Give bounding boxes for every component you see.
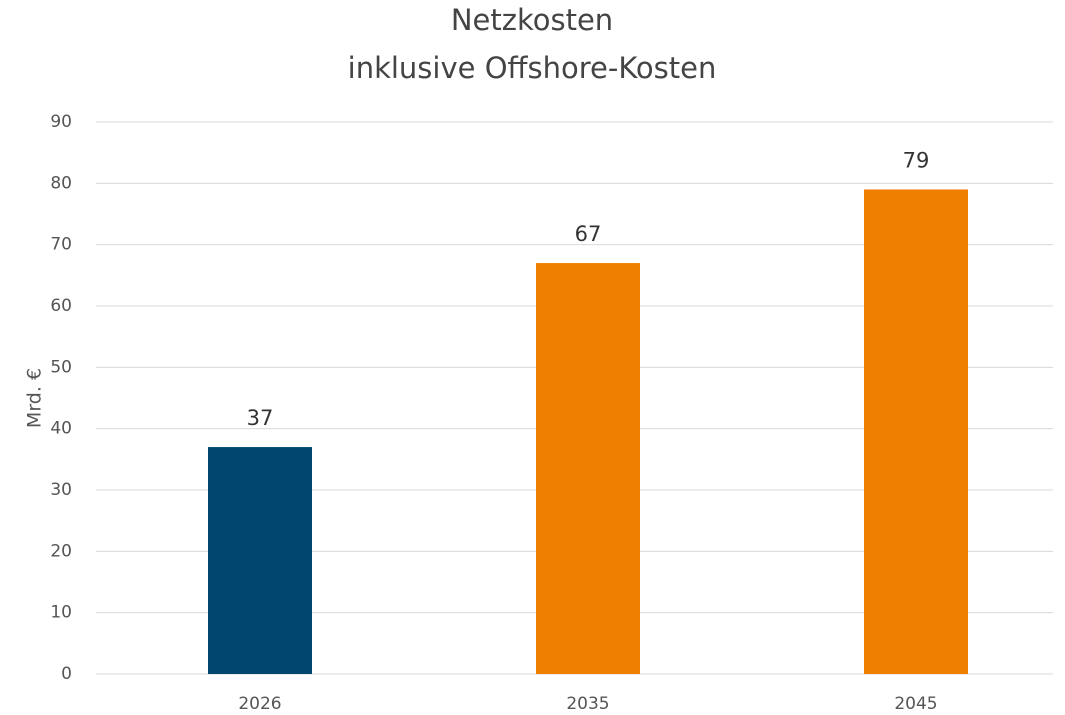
data-label: 67: [575, 222, 602, 246]
y-tick-label: 90: [50, 112, 72, 132]
y-tick-label: 30: [50, 480, 72, 500]
y-tick-label: 70: [50, 235, 72, 255]
y-tick-label: 40: [50, 419, 72, 439]
y-tick-label: 80: [50, 173, 72, 193]
y-tick-label: 60: [50, 296, 72, 316]
chart-title: Netzkosten: [451, 3, 613, 37]
chart-subtitle: inklusive Offshore-Kosten: [348, 51, 717, 85]
x-tick-label: 2045: [894, 694, 937, 714]
x-tick-label: 2035: [566, 694, 609, 714]
y-tick-label: 0: [61, 664, 72, 684]
y-tick-label: 10: [50, 603, 72, 623]
y-axis-label: Mrd. €: [24, 368, 46, 428]
data-label: 37: [247, 406, 274, 430]
bar: [864, 189, 968, 674]
bar: [536, 263, 640, 674]
y-tick-label: 50: [50, 357, 72, 377]
x-tick-label: 2026: [238, 694, 281, 714]
bar: [208, 447, 312, 674]
y-tick-label: 20: [50, 541, 72, 561]
data-label: 79: [903, 148, 930, 172]
